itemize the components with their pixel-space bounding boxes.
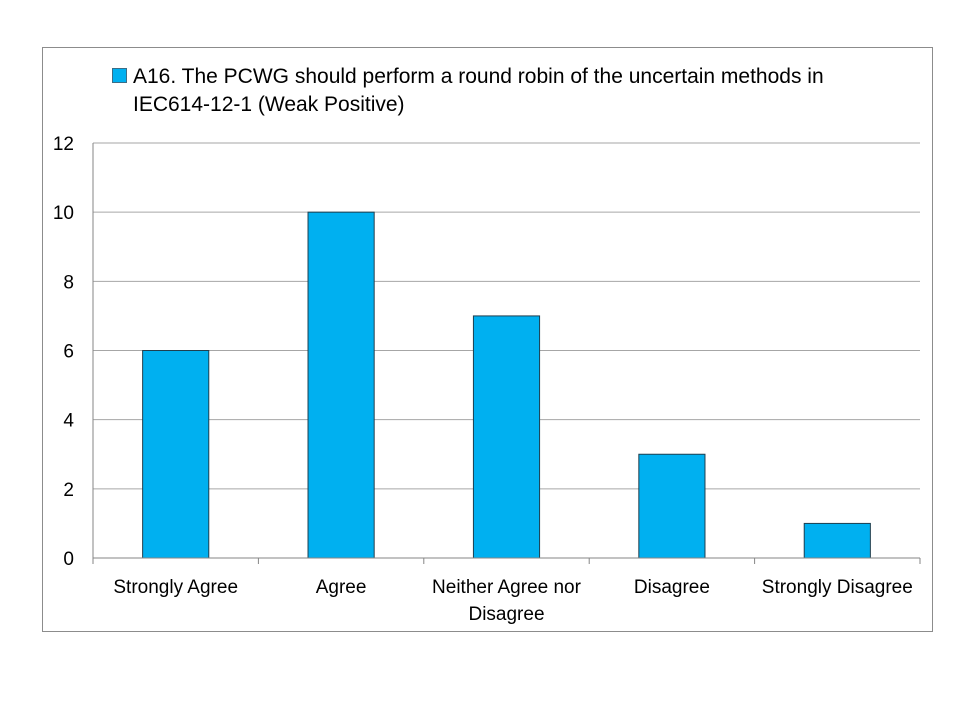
bar-0	[142, 350, 210, 559]
legend: A16. The PCWG should perform a round rob…	[112, 63, 912, 119]
bar-3	[638, 453, 706, 559]
y-tick-label: 10	[53, 203, 74, 224]
x-tick-label: Neither Agree nor	[432, 577, 582, 598]
y-tick-label: 8	[63, 272, 74, 293]
legend-text-line-2: IEC614-12-1 (Weak Positive)	[133, 93, 405, 116]
bar-4	[803, 522, 871, 559]
y-tick-label: 6	[63, 342, 74, 363]
y-tick-label: 0	[63, 549, 74, 570]
y-tick-label: 4	[63, 411, 74, 432]
y-tick-label: 2	[63, 480, 74, 501]
bar-1	[307, 211, 375, 559]
legend-text-line-1: A16. The PCWG should perform a round rob…	[133, 65, 824, 88]
x-tick-label: Disagree	[468, 604, 544, 625]
legend-line-1: A16. The PCWG should perform a round rob…	[112, 63, 912, 91]
x-tick-label: Disagree	[634, 577, 710, 598]
legend-line-2: IEC614-12-1 (Weak Positive)	[112, 91, 912, 119]
bar-2	[472, 315, 541, 559]
legend-swatch	[112, 68, 127, 83]
x-tick-label: Agree	[316, 577, 367, 598]
x-tick-label: Strongly Disagree	[762, 577, 913, 598]
y-tick-label: 12	[53, 134, 74, 155]
x-tick-label: Strongly Agree	[113, 577, 238, 598]
